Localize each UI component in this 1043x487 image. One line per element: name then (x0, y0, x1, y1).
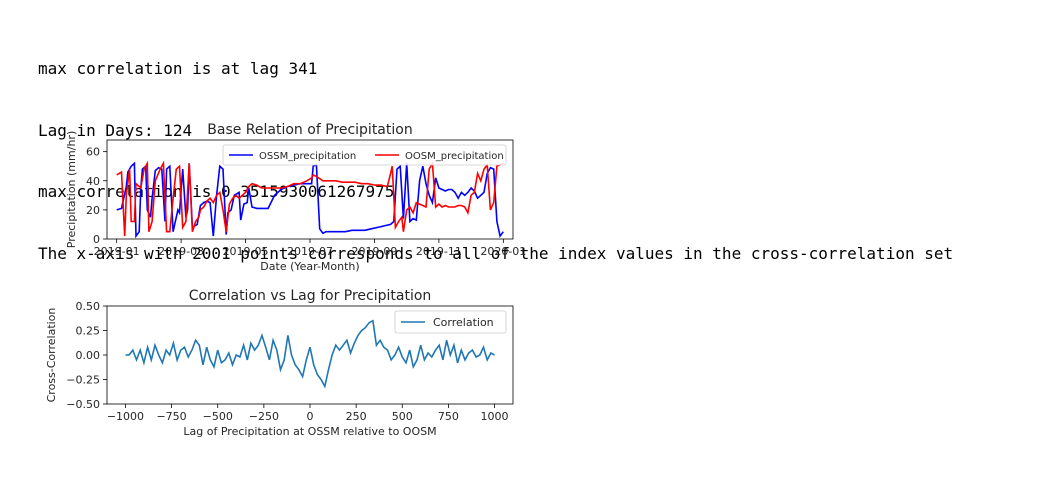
y-tick-label: 0.00 (76, 349, 101, 362)
x-tick-label: 2019-11 (416, 245, 462, 258)
output-line-lag: max correlation is at lag 341 (38, 59, 318, 78)
legend-label: OSSM_precipitation (259, 151, 356, 162)
x-tick-label: 2019-05 (223, 245, 269, 258)
output-line-xaxis-note: The x-axis with 2001 points corresponds … (38, 243, 954, 263)
output-line-max-corr: max correlation is 0.3515930061267975 (38, 182, 395, 201)
x-tick-label: −250 (249, 410, 279, 423)
series-line-2 (116, 160, 504, 237)
y-tick-label: 40 (86, 175, 100, 188)
chart-1: Base Relation of Precipitation 2019-01 201… (65, 122, 526, 273)
x-tick-label: 1000 (481, 410, 509, 423)
legend-box (222, 144, 507, 166)
legend: Correlation (394, 310, 507, 334)
x-tick-label: −1000 (107, 410, 144, 423)
y-tick-label: 60 (86, 146, 100, 159)
chart-title: Correlation vs Lag for Precipitation (189, 288, 432, 304)
cell-output: max correlation is at lag 341 Lag in Day… (38, 18, 953, 285)
x-tick-label: 2020-01 (480, 245, 526, 258)
x-tick-label: 2019-03 (158, 245, 204, 258)
x-axis-label: Lag of Precipitation at OSSM relative to… (183, 425, 436, 438)
x-tick-label: 0 (307, 410, 314, 423)
legend: OSSM_precipitation OOSM_precipitation (222, 144, 507, 166)
x-tick-label: −500 (203, 410, 233, 423)
x-tick-label: 250 (346, 410, 367, 423)
legend-label: OOSM_precipitation (405, 151, 504, 162)
y-tick-label: −0.50 (66, 398, 100, 411)
y-tick-label: 0.50 (76, 300, 101, 313)
y-tick-label: 0 (93, 233, 100, 246)
y-axis-label: Cross-Correlation (45, 308, 58, 403)
x-axis-label: Date (Year-Month) (260, 260, 359, 273)
x-tick-label: 2019-01 (94, 245, 140, 258)
legend-box (394, 310, 507, 334)
x-tick-label: −750 (156, 410, 186, 423)
legend-label: Correlation (433, 316, 494, 329)
x-tick-label: 750 (438, 410, 459, 423)
chart-title: Base Relation of Precipitation (207, 122, 412, 138)
y-axis-label: Precipitation (mm/hr) (65, 131, 78, 248)
chart-2: Correlation vs Lag for Precipitation −100… (45, 288, 514, 438)
y-tick-label: 0.25 (76, 325, 101, 338)
x-tick-label: 2019-07 (287, 245, 333, 258)
y-tick-label: −0.25 (66, 374, 100, 387)
x-tick-label: 500 (392, 410, 413, 423)
series-line-1 (116, 161, 504, 239)
x-tick-label: 2019-09 (351, 245, 397, 258)
y-tick-label: 20 (86, 204, 100, 217)
series-line-1 (125, 319, 495, 389)
output-line-days: Lag in Days: 124 (38, 120, 193, 140)
